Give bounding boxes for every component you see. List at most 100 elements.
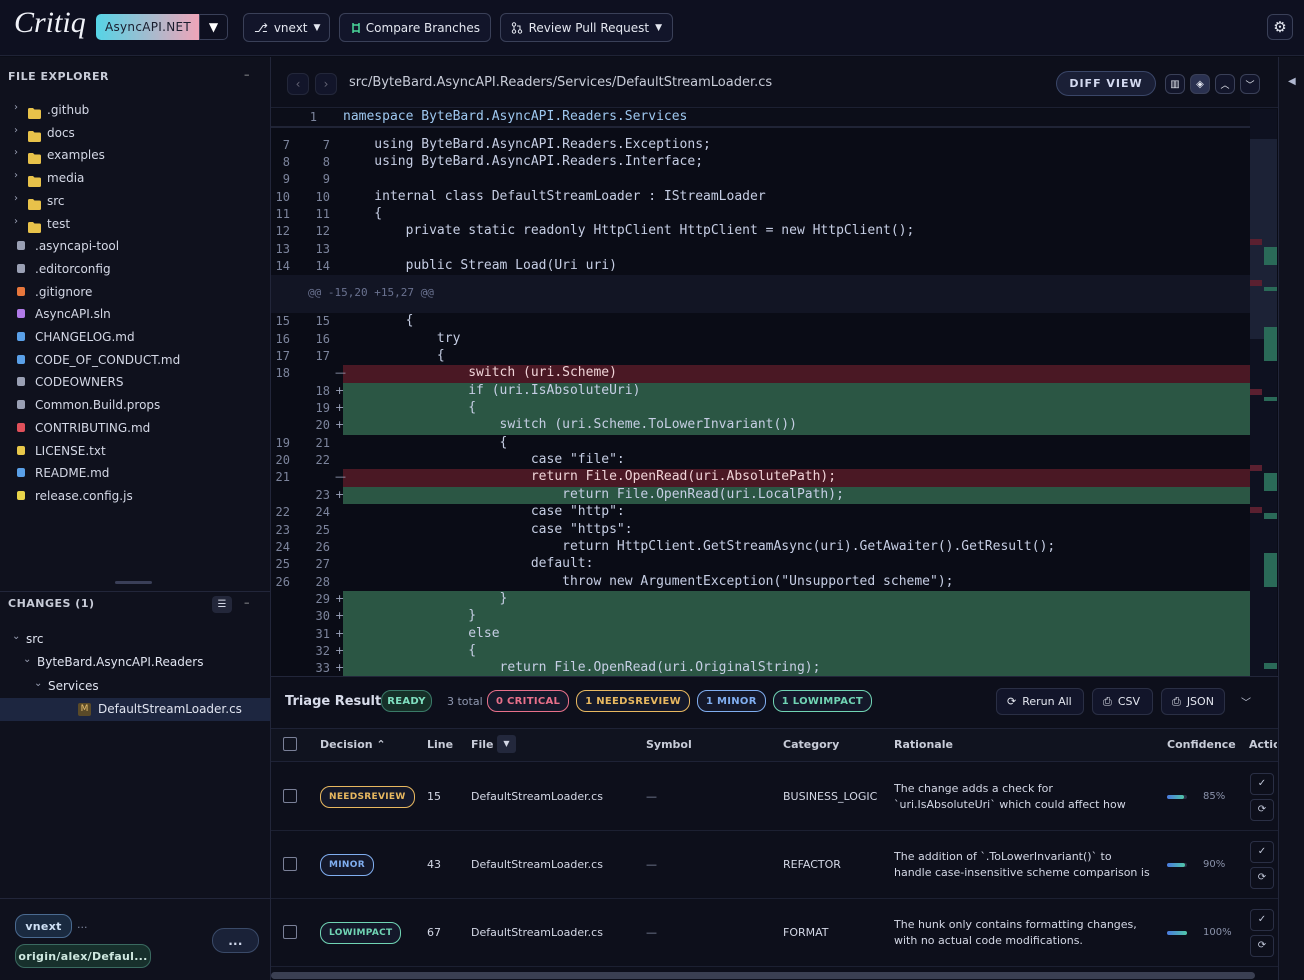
next-change[interactable]: ﹀ [1240, 74, 1260, 94]
new-line-number: 13 [315, 241, 330, 256]
json-button[interactable]: ⎙ JSON [1161, 688, 1225, 715]
file-item[interactable]: .editorconfig [0, 259, 270, 279]
del-row [343, 365, 1250, 383]
tree-item[interactable]: ⌄ Services [0, 675, 270, 698]
compare-button[interactable]: Compare Branches [339, 13, 491, 42]
file-icon [17, 468, 25, 478]
file-icon [17, 332, 25, 341]
column-header[interactable]: Actions [1249, 738, 1277, 751]
row-divider [271, 898, 1278, 899]
row-checkbox[interactable] [283, 857, 297, 871]
file-item[interactable]: AsyncAPI.sln [0, 304, 270, 324]
add-row [343, 660, 1250, 676]
remote-pill[interactable]: origin/alex/Defaul... [15, 944, 151, 968]
repo-dropdown[interactable]: ▼ [199, 14, 228, 40]
column-header[interactable]: Symbol [646, 738, 692, 751]
rerun-row-button[interactable]: ⟳ [1250, 935, 1274, 957]
confidence-bar [1167, 931, 1187, 935]
expand-panel[interactable]: ◀ [1288, 76, 1296, 87]
file-item[interactable]: .gitignore [0, 282, 270, 302]
file-item[interactable]: CONTRIBUTING.md [0, 418, 270, 438]
back-button[interactable]: ‹ [287, 73, 309, 95]
folder-item[interactable]: › .github [0, 100, 270, 120]
tree-item[interactable]: M DefaultStreamLoader.cs [0, 697, 270, 721]
split-toggle[interactable]: ▥ [1165, 74, 1185, 94]
folder-item[interactable]: › docs [0, 123, 270, 143]
review-button[interactable]: Review Pull Request ▼ [500, 13, 673, 42]
folder-item[interactable]: › examples [0, 145, 270, 165]
layers-toggle[interactable]: ◈ [1190, 74, 1210, 94]
status-badge: M [78, 702, 91, 716]
file-item[interactable]: CHANGELOG.md [0, 327, 270, 347]
tree-item[interactable]: ⌄ src [0, 628, 270, 651]
column-header[interactable]: Rationale [894, 738, 953, 751]
new-line-number: 28 [315, 574, 330, 589]
branch-button[interactable]: ⎇ vnext ▼ [243, 13, 330, 42]
row-divider [271, 830, 1278, 831]
new-line-number: 16 [315, 331, 330, 346]
collapse[interactable]: – [244, 596, 250, 609]
csv-button[interactable]: ⎙ CSV [1092, 688, 1153, 715]
diff-view-button[interactable]: DIFF VIEW [1056, 71, 1156, 96]
filter-icon[interactable]: ▼ [497, 735, 516, 753]
decision-badge: NEEDSREVIEW [320, 786, 415, 808]
file-item[interactable]: release.config.js [0, 486, 270, 506]
forward-button[interactable]: › [315, 73, 337, 95]
file-name: LICENSE.txt [35, 443, 106, 458]
file-icon [17, 241, 25, 251]
accept-button[interactable]: ✓ [1250, 841, 1274, 863]
folder-item[interactable]: › media [0, 168, 270, 188]
confidence-bar [1167, 795, 1184, 799]
code-text: switch (uri.Scheme) [343, 365, 617, 381]
add-row [343, 382, 1250, 401]
row-checkbox[interactable] [283, 789, 297, 803]
file-name: test [47, 216, 71, 231]
file-item[interactable]: Common.Build.props [0, 395, 270, 415]
repo-button[interactable]: AsyncAPI.NET [96, 14, 200, 40]
rerun-row-button[interactable]: ⟳ [1250, 867, 1274, 889]
minimap-add [1264, 287, 1277, 291]
code-text: return File.OpenRead(uri.AbsolutePath); [343, 469, 837, 485]
old-line-number: 20 [275, 453, 290, 468]
decision-badge: MINOR [320, 854, 374, 876]
collapse-triage[interactable]: ﹀ [1241, 698, 1251, 709]
code-area: 1 namespace ByteBard.AsyncAPI.Readers.Ser… [271, 109, 1278, 676]
resize-handle[interactable] [115, 581, 152, 584]
row-checkbox[interactable] [283, 925, 297, 939]
add-row [343, 642, 1250, 661]
file-item[interactable]: README.md [0, 463, 270, 483]
collapse[interactable]: – [244, 68, 250, 81]
header-checkbox[interactable] [283, 737, 297, 751]
explorer-title: FILE EXPLORER [8, 70, 109, 83]
file-item[interactable]: CODE_OF_CONDUCT.md [0, 350, 270, 370]
rerun-row-button[interactable]: ⟳ [1250, 799, 1274, 821]
folder-item[interactable]: › test [0, 214, 270, 234]
tree-item[interactable]: ⌄ ByteBard.AsyncAPI.Readers [0, 651, 270, 674]
accept-button[interactable]: ✓ [1250, 773, 1274, 795]
severity-badge: 1 NEEDSREVIEW [576, 690, 690, 712]
column-header[interactable]: Confidence [1167, 738, 1236, 751]
column-header[interactable]: File [471, 738, 494, 751]
prev-change[interactable]: ︿ [1215, 74, 1235, 94]
more-button[interactable]: ... [212, 928, 259, 953]
branch-pill[interactable]: vnext [15, 914, 72, 938]
file-item[interactable]: .asyncapi-tool [0, 236, 270, 256]
column-header[interactable]: Category [783, 738, 840, 751]
column-header[interactable]: Decision ⌃ [320, 738, 386, 751]
file-item[interactable]: CODEOWNERS [0, 372, 270, 392]
column-header[interactable]: Line [427, 738, 454, 751]
file-item[interactable]: LICENSE.txt [0, 441, 270, 461]
file-icon [17, 490, 25, 500]
old-line-number: 21 [275, 470, 290, 485]
settings-button[interactable]: ⚙ [1267, 14, 1293, 40]
file-cell: DefaultStreamLoader.cs [471, 926, 603, 939]
folder-item[interactable]: › src [0, 191, 270, 211]
new-line-number: 12 [315, 224, 330, 239]
accept-button[interactable]: ✓ [1250, 909, 1274, 931]
new-line-number: 10 [315, 189, 330, 204]
h-scrollbar[interactable] [271, 972, 1255, 979]
severity-badge: 1 LOWIMPACT [772, 690, 873, 712]
rerun-button[interactable]: ⟳ Rerun All [996, 688, 1084, 715]
list-toggle[interactable]: ☰ [212, 596, 232, 613]
confidence-label: 90% [1203, 859, 1226, 870]
